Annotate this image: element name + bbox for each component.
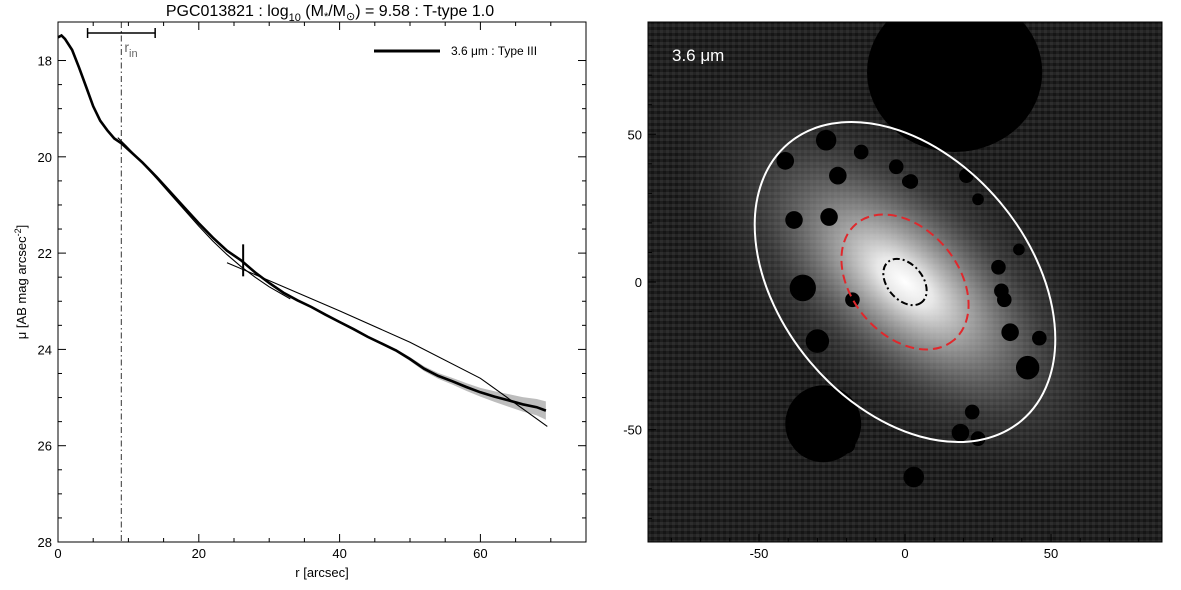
image-y-tick-label: 0 (635, 275, 642, 290)
mask-region (951, 423, 970, 442)
y-axis-label: μ [AB mag arcsec-2] (13, 225, 29, 340)
mask-region (853, 144, 869, 160)
x-tick-label: 0 (54, 546, 61, 561)
mask-region (1015, 355, 1040, 380)
legend-label: 3.6 μm : Type III (451, 44, 537, 58)
mask-region (959, 168, 974, 184)
profile-plot-frame (57, 21, 587, 543)
mask-region (903, 466, 924, 488)
mask-region (902, 175, 914, 188)
mask-region (991, 259, 1006, 275)
x-tick-label: 20 (192, 546, 206, 561)
profile-chart: PGC013821 : log10 (M*/M⊙) = 9.58 : T-typ… (13, 3, 587, 580)
mask-region (1032, 330, 1047, 346)
mask-region (805, 329, 830, 353)
mask-region (888, 159, 904, 175)
x-tick-label: 60 (473, 546, 487, 561)
mask-region (829, 166, 847, 185)
galaxy-image-panel: 3.6 μm -50 0 50 -50 0 50 (623, 21, 1163, 561)
galaxy-light (675, 76, 1135, 488)
profile-series-line (57, 33, 547, 412)
image-band-label: 3.6 μm (672, 46, 724, 65)
mask-region (785, 211, 803, 229)
profile-axes: 0 20 40 60 18 20 22 24 26 28 (38, 22, 587, 561)
mask-region (789, 274, 816, 302)
mask-region (845, 292, 860, 308)
y-tick-label: 24 (38, 342, 52, 357)
mask-region (970, 431, 986, 446)
image-y-tick-label: 50 (628, 127, 642, 142)
outer-ellipse (753, 120, 1057, 444)
x-tick-label: 40 (332, 546, 346, 561)
image-x-tick-label: -50 (750, 546, 769, 561)
r-in-label: rin (124, 39, 137, 60)
uncertainty-band (395, 348, 546, 420)
mask-region (820, 208, 838, 226)
profile-plot-area: rin (57, 22, 548, 542)
mask-region (815, 129, 837, 151)
image-x-tick-label: 0 (901, 546, 908, 561)
y-tick-label: 26 (38, 439, 52, 454)
y-tick-label: 22 (38, 246, 52, 261)
fit-line-1 (117, 137, 291, 300)
y-tick-label: 20 (38, 150, 52, 165)
image-y-tick-label: -50 (623, 423, 642, 438)
break-ellipse (840, 213, 970, 351)
mask-region (837, 435, 856, 454)
image-x-tick-label: 50 (1044, 546, 1058, 561)
mask-region (972, 193, 984, 206)
mask-region (867, 22, 1043, 152)
legend: 3.6 μm : Type III (374, 44, 537, 58)
image-content (675, 22, 1135, 488)
mask-region (1013, 243, 1025, 256)
inner-ellipse (882, 257, 928, 307)
image-axes: -50 0 50 -50 0 50 (623, 45, 1140, 561)
y-tick-label: 18 (38, 54, 52, 69)
y-tick-label: 28 (38, 535, 52, 550)
mask-region (964, 404, 980, 420)
x-axis-label: r [arcsec] (295, 565, 348, 580)
fit-line-2 (226, 262, 548, 427)
mask-region (994, 283, 1009, 299)
chart-title: PGC013821 : log10 (M*/M⊙) = 9.58 : T-typ… (166, 3, 494, 24)
mask-region (776, 152, 795, 170)
mask-region (1001, 323, 1019, 342)
